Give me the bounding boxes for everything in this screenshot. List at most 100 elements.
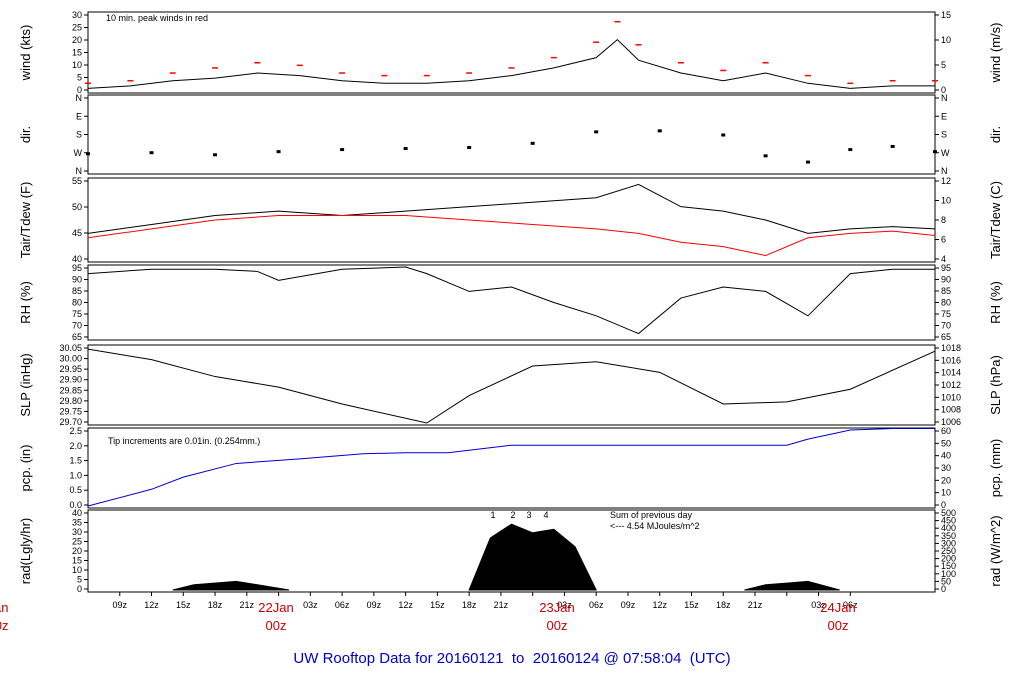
date-mark-clipped-sub: 00z [0, 618, 8, 633]
dir-point [213, 153, 218, 157]
ylabel-right-pcp: pcp. (mm) [988, 439, 1003, 498]
ytick-label-left-slp: 29.80 [59, 396, 82, 406]
ytick-label-right-temp: 4 [941, 254, 946, 264]
ytick-label-left-rad: 20 [72, 546, 82, 556]
ytick-label-left-rh: 70 [72, 321, 82, 331]
dir-point [890, 144, 895, 148]
ytick-label-left-dir: N [76, 166, 83, 176]
annotation-wind: 10 min. peak winds in red [106, 13, 208, 23]
ytick-label-left-wind: 5 [77, 73, 82, 83]
ytick-label-left-rad: 30 [72, 527, 82, 537]
dir-point [657, 129, 662, 133]
ytick-label-right-wind: 0 [941, 85, 946, 95]
ytick-label-left-wind: 10 [72, 60, 82, 70]
ytick-label-left-temp: 40 [72, 254, 82, 264]
ylabel-left-slp: SLP (inHg) [18, 353, 33, 416]
ytick-label-left-rh: 95 [72, 263, 82, 273]
panel-frame-rh [87, 264, 936, 341]
xtick-label-12z: 12z [652, 600, 667, 610]
date-mark-23Jan: 23Jan [539, 600, 574, 615]
rad-marker-2: 2 [510, 510, 515, 520]
ytick-label-left-rad: 35 [72, 518, 82, 528]
ytick-label-left-dir: E [76, 111, 82, 121]
ytick-label-left-pcp: 0.0 [69, 500, 82, 510]
ytick-label-right-dir: E [941, 111, 947, 121]
xtick-label-09z: 09z [621, 600, 636, 610]
series-line-wind [87, 38, 935, 89]
ytick-label-right-rad: 100 [941, 569, 956, 579]
ytick-label-left-temp: 45 [72, 228, 82, 238]
ytick-label-left-temp: 55 [72, 176, 82, 186]
dir-point [530, 141, 535, 145]
date-mark-sub-23Jan: 00z [547, 618, 568, 633]
dir-point [848, 148, 853, 152]
ytick-label-left-pcp: 1.5 [69, 456, 82, 466]
xtick-label-09z: 09z [367, 600, 382, 610]
dir-point [594, 130, 599, 134]
series-line-RH [87, 266, 935, 335]
ytick-label-right-rh: 75 [941, 309, 951, 319]
ytick-label-left-wind: 25 [72, 23, 82, 33]
dir-point [763, 154, 768, 158]
ytick-label-right-pcp: 20 [941, 475, 951, 485]
ytick-label-right-temp: 6 [941, 235, 946, 245]
ytick-label-right-rad: 150 [941, 561, 956, 571]
dir-point [86, 152, 90, 156]
ytick-label-left-rh: 90 [72, 275, 82, 285]
date-mark-24Jan: 24Jan [820, 600, 855, 615]
figure-title: UW Rooftop Data for 20160121 to 20160124… [293, 650, 731, 667]
xtick-label-09z: 09z [113, 600, 128, 610]
ylabel-right-wind: wind (m/s) [988, 23, 1003, 84]
ytick-label-right-rad: 450 [941, 516, 956, 526]
rad-area-day3 [744, 580, 840, 591]
ytick-label-left-rh: 65 [72, 332, 82, 342]
series-line-precip [87, 427, 935, 507]
ytick-label-left-slp: 29.90 [59, 375, 82, 385]
rad-area-day1 [172, 580, 290, 591]
panel-frame-wind [87, 11, 936, 94]
ytick-label-right-pcp: 0 [941, 500, 946, 510]
ytick-label-left-rad: 5 [77, 575, 82, 585]
ytick-label-right-wind: 10 [941, 35, 951, 45]
ytick-label-right-rad: 0 [941, 584, 946, 594]
ytick-label-right-slp: 1010 [941, 392, 961, 402]
ylabel-left-wind: wind (kts) [18, 25, 33, 82]
xtick-label-06z: 06z [335, 600, 350, 610]
ytick-label-left-wind: 15 [72, 48, 82, 58]
ytick-label-right-pcp: 60 [941, 426, 951, 436]
ytick-label-right-rh: 70 [941, 321, 951, 331]
ytick-label-left-pcp: 0.5 [69, 485, 82, 495]
ylabel-left-rad: rad(Lgly/hr) [18, 518, 33, 584]
ytick-label-right-wind: 5 [941, 60, 946, 70]
ytick-label-left-wind: 30 [72, 10, 82, 20]
xtick-label-21z: 21z [748, 600, 763, 610]
ytick-label-left-slp: 29.75 [59, 406, 82, 416]
ytick-label-left-rh: 85 [72, 286, 82, 296]
ytick-label-left-rad: 25 [72, 537, 82, 547]
xtick-label-06z: 06z [843, 600, 858, 610]
dir-point [805, 160, 810, 164]
ytick-label-right-dir: N [941, 166, 948, 176]
ytick-label-right-rad: 200 [941, 554, 956, 564]
ytick-label-right-rh: 95 [941, 263, 951, 273]
xtick-label-18z: 18z [462, 600, 477, 610]
xtick-label-15z: 15z [684, 600, 699, 610]
dir-point [276, 150, 281, 154]
date-mark-sub-24Jan: 00z [828, 618, 849, 633]
ytick-label-right-pcp: 50 [941, 438, 951, 448]
ytick-label-right-rh: 65 [941, 332, 951, 342]
ytick-label-right-temp: 10 [941, 196, 951, 206]
ytick-label-right-slp: 1012 [941, 380, 961, 390]
ylabel-right-temp: Tair/Tdew (C) [988, 181, 1003, 259]
ylabel-right-dir: dir. [988, 126, 1003, 143]
ylabel-right-rad: rad (W/m^2) [988, 515, 1003, 586]
ytick-label-left-dir: S [76, 130, 82, 140]
ytick-label-left-slp: 29.70 [59, 417, 82, 427]
ytick-label-right-dir: W [941, 148, 950, 158]
ytick-label-left-rh: 75 [72, 309, 82, 319]
ylabel-left-dir: dir. [18, 126, 33, 143]
ytick-label-right-pcp: 10 [941, 488, 951, 498]
ytick-label-left-rh: 80 [72, 298, 82, 308]
series-line-Tair [87, 183, 936, 234]
xtick-label-03z: 03z [303, 600, 318, 610]
